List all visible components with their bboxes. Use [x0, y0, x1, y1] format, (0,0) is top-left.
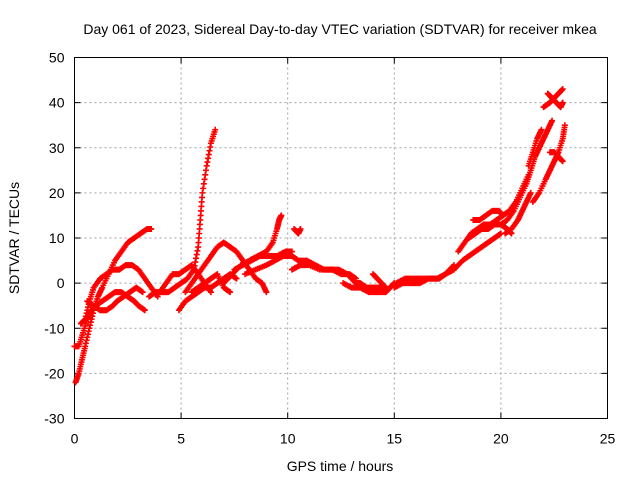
series-track-24	[525, 126, 545, 169]
x-tick-label: 5	[177, 431, 185, 447]
series-track-11	[231, 248, 295, 273]
y-tick-label: 0	[57, 275, 65, 291]
y-axis-label: SDTVAR / TECUs	[6, 182, 22, 294]
y-tick-label: -30	[44, 411, 64, 427]
data-point	[549, 117, 556, 124]
data-point	[559, 158, 566, 165]
x-axis-label: GPS time / hours	[287, 458, 394, 474]
x-tick-label: 0	[71, 431, 79, 447]
data-point	[227, 289, 234, 296]
data-point	[561, 122, 568, 129]
y-tick-label: 50	[49, 50, 65, 66]
y-tick-label: 40	[49, 95, 65, 111]
grid	[74, 57, 608, 419]
data-point	[148, 225, 155, 232]
axis-ticks: 0 5 10 15 20 25 -30 -20 -10 0 10 20 30 40 50	[44, 50, 615, 447]
x-tick-label: 25	[600, 431, 616, 447]
y-tick-label: 10	[49, 230, 65, 246]
series-track-13	[291, 225, 304, 237]
data-point	[527, 189, 534, 196]
data-point	[263, 289, 270, 296]
x-tick-label: 20	[493, 431, 509, 447]
series-track-25	[529, 122, 568, 205]
series-track-21	[470, 207, 507, 223]
data-point	[382, 284, 389, 291]
data-point	[141, 307, 148, 314]
y-tick-label: 20	[49, 185, 65, 201]
data-point	[450, 262, 457, 269]
x-tick-label: 15	[387, 431, 403, 447]
data-point	[559, 86, 566, 93]
y-tick-label: 30	[49, 140, 65, 156]
series-track-1	[72, 225, 155, 386]
data-point	[500, 212, 507, 219]
data-point	[297, 225, 304, 232]
series-track-15	[340, 280, 398, 296]
series-track-18	[391, 262, 457, 291]
data-point	[278, 212, 285, 219]
series-track-16	[369, 271, 389, 291]
series-track-28	[544, 90, 566, 111]
series-track-17	[393, 230, 504, 287]
data-point	[233, 275, 240, 282]
data-point	[538, 126, 545, 133]
chart-title: Day 061 of 2023, Sidereal Day-to-day VTE…	[83, 21, 596, 37]
data-point	[559, 99, 566, 106]
series-track-26	[546, 149, 566, 165]
series-track-9	[188, 271, 234, 296]
series-track-4	[84, 284, 146, 314]
y-tick-label: -10	[44, 320, 64, 336]
data-point	[212, 126, 219, 133]
x-tick-label: 10	[280, 431, 296, 447]
data-points	[71, 86, 568, 386]
series-track-23	[502, 189, 534, 237]
y-tick-label: -20	[44, 365, 64, 381]
data-point	[139, 289, 146, 296]
